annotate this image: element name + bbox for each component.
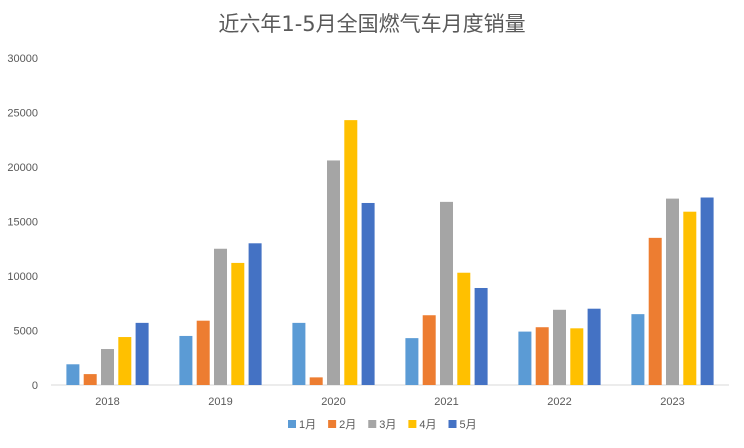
bar xyxy=(179,335,193,385)
bar xyxy=(361,202,375,385)
bar xyxy=(196,320,210,385)
bar xyxy=(214,248,227,385)
bar xyxy=(135,322,149,385)
bar xyxy=(587,308,601,385)
chart-title: 近六年1-5月全国燃气车月度销量 xyxy=(218,12,526,36)
bar xyxy=(683,211,697,385)
bar xyxy=(309,377,323,385)
y-tick-label: 20000 xyxy=(7,162,38,174)
bar xyxy=(405,338,419,385)
bar xyxy=(248,243,262,385)
x-tick-label: 2018 xyxy=(95,396,119,408)
bar xyxy=(422,315,436,385)
bar xyxy=(666,198,679,385)
bar xyxy=(66,364,80,385)
bar xyxy=(344,120,358,385)
legend-swatch xyxy=(408,420,417,428)
bar xyxy=(440,201,453,385)
legend-swatch xyxy=(288,420,296,428)
x-tick-label: 2020 xyxy=(321,396,345,408)
x-tick-label: 2023 xyxy=(660,396,684,408)
bar xyxy=(457,272,471,385)
legend-label: 4月 xyxy=(419,419,436,431)
bar xyxy=(648,237,662,385)
bar xyxy=(518,331,532,385)
bar xyxy=(553,309,566,385)
bar xyxy=(631,314,645,385)
y-tick-label: 0 xyxy=(32,380,38,392)
legend-label: 3月 xyxy=(379,419,396,431)
legend-swatch xyxy=(448,420,457,428)
bar xyxy=(118,337,132,385)
bar xyxy=(292,322,306,385)
bar xyxy=(83,374,97,385)
legend-label: 5月 xyxy=(460,419,477,431)
legend-label: 1月 xyxy=(299,419,316,431)
x-tick-label: 2022 xyxy=(547,396,571,408)
bar xyxy=(231,262,245,385)
bar xyxy=(570,328,584,385)
bar xyxy=(101,349,114,385)
bar xyxy=(700,197,714,385)
bar xyxy=(535,327,549,385)
x-tick-label: 2019 xyxy=(208,396,232,408)
y-tick-label: 10000 xyxy=(7,271,38,283)
bar xyxy=(327,160,340,385)
x-tick-label: 2021 xyxy=(434,396,458,408)
y-tick-label: 25000 xyxy=(7,108,38,120)
legend-swatch xyxy=(368,420,377,428)
y-tick-label: 15000 xyxy=(7,217,38,229)
legend-swatch xyxy=(328,420,337,428)
bar xyxy=(474,287,488,385)
y-tick-label: 5000 xyxy=(14,326,38,338)
legend-label: 2月 xyxy=(339,419,356,431)
y-tick-label: 30000 xyxy=(7,53,38,65)
